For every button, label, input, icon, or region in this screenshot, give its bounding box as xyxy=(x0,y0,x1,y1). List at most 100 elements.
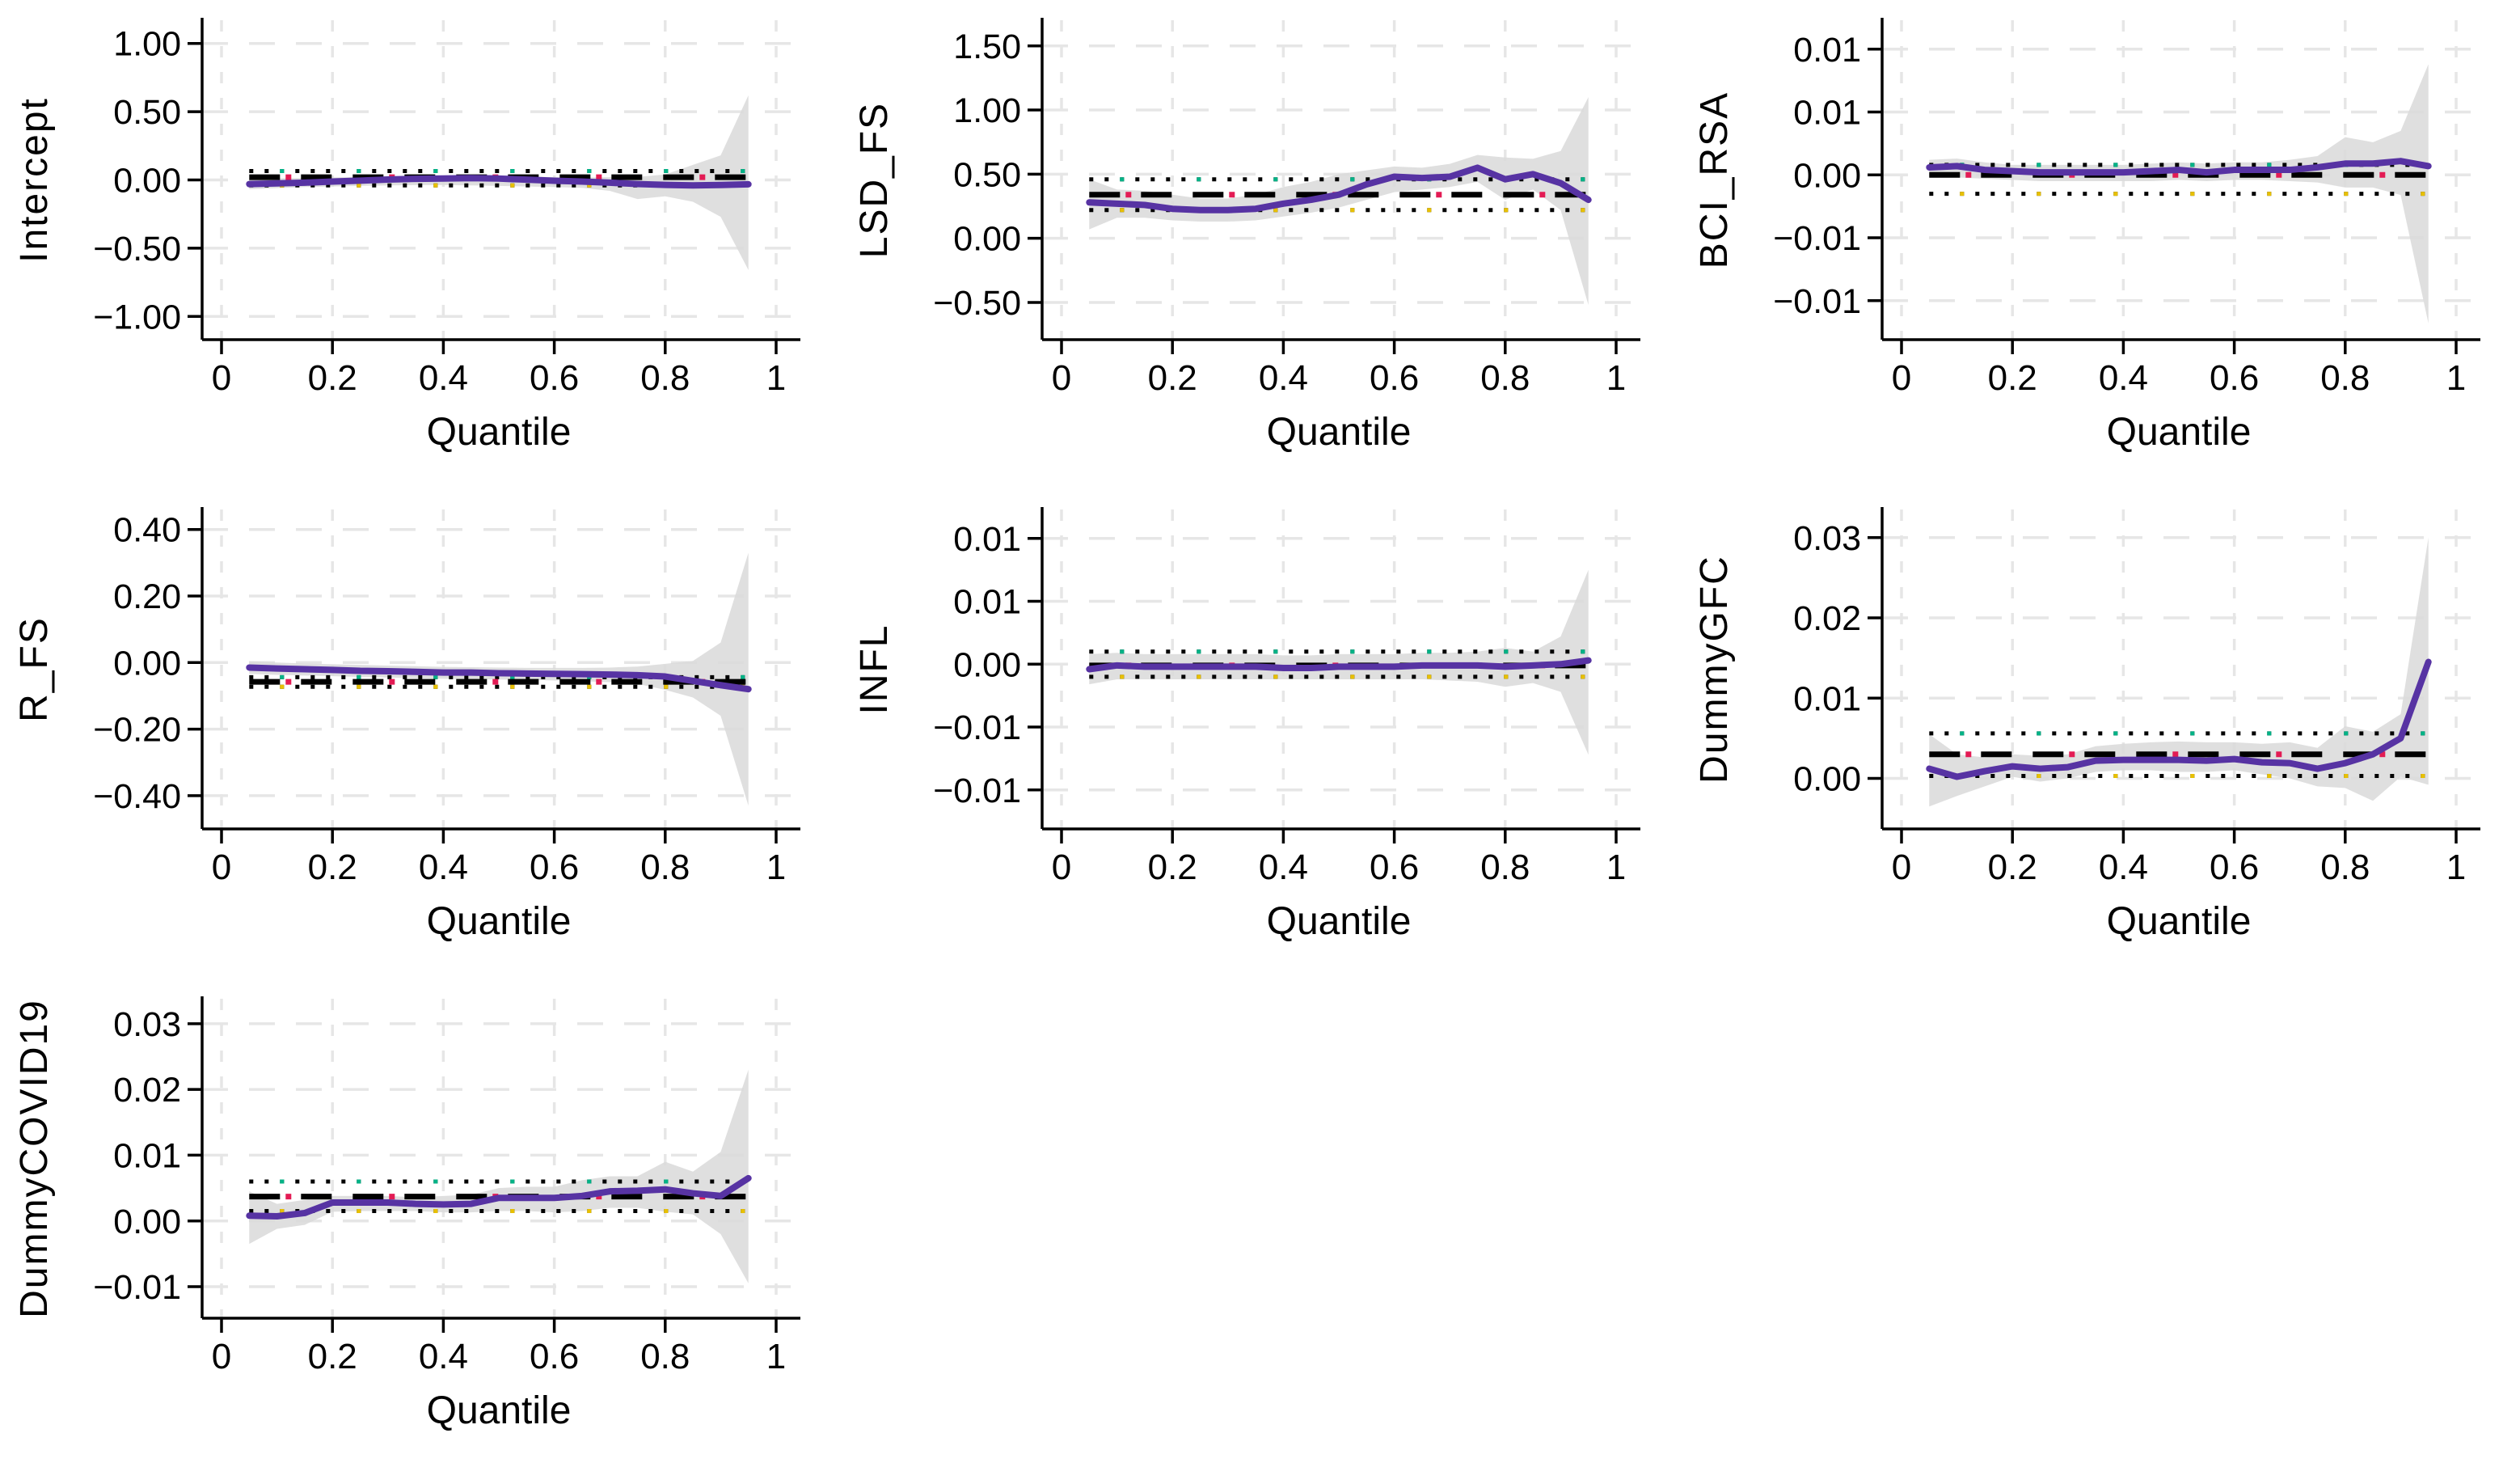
x-tick-label: 0 xyxy=(1892,358,1911,398)
y-tick-label: 0.01 xyxy=(953,583,1021,622)
x-tick-label: 0.2 xyxy=(1148,358,1197,398)
x-tick-label: 0 xyxy=(1892,848,1911,887)
x-tick-label: 1 xyxy=(766,358,786,398)
x-axis-label: Quantile xyxy=(2107,411,2252,454)
y-tick-label: −0.01 xyxy=(933,708,1021,747)
x-tick-label: 0.6 xyxy=(1370,848,1419,887)
y-tick-label: −0.20 xyxy=(93,711,181,750)
x-tick-label: 0.6 xyxy=(2210,358,2259,398)
coefficient-plot: 0.03 0.02 0.01 0.00 −0.01 0 0.2 0.4 0.6 0.8 1 Quant… xyxy=(13,996,800,1432)
x-tick-label: 0 xyxy=(1052,358,1071,398)
x-tick-label: 0.4 xyxy=(419,1337,468,1376)
y-tick-label: −0.40 xyxy=(93,777,181,816)
panel-infl: 0.01 0.01 0.00 −0.01 −0.01 0 0.2 0.4 0.6 0.8 1 Quan… xyxy=(840,489,1680,979)
x-tick-label: 0.2 xyxy=(308,848,357,887)
coefficient-plot: 1.00 0.50 0.00 −0.50 −1.00 0 0.2 0.4 0.6 0.8 1 Quan… xyxy=(13,18,800,454)
x-tick-label: 1 xyxy=(766,848,786,887)
x-tick-label: 1 xyxy=(1606,358,1626,398)
confidence-band xyxy=(1089,97,1589,306)
y-tick-label: 0.00 xyxy=(113,1203,181,1241)
x-tick-label: 0.8 xyxy=(1480,358,1530,398)
y-tick-label: 0.00 xyxy=(953,220,1021,259)
empty-cell xyxy=(840,979,1680,1467)
panel-dummycovid19: 0.03 0.02 0.01 0.00 −0.01 0 0.2 0.4 0.6 0.8 1 Quant… xyxy=(0,979,840,1467)
x-tick-label: 0.6 xyxy=(2210,848,2259,887)
y-tick-label: −1.00 xyxy=(93,298,181,336)
x-tick-label: 0.2 xyxy=(1988,358,2037,398)
x-tick-label: 0.8 xyxy=(2320,848,2370,887)
x-axis-label: Quantile xyxy=(1267,411,1412,454)
y-tick-label: −0.01 xyxy=(1773,219,1861,258)
y-tick-label: 0.00 xyxy=(113,644,181,683)
confidence-band xyxy=(1089,569,1589,755)
y-tick-label: 0.00 xyxy=(1793,760,1861,799)
x-tick-label: 0.4 xyxy=(1259,358,1308,398)
coefficient-plot: 1.50 1.00 0.50 0.00 −0.50 0 0.2 0.4 0.6 0.8 1 Quant… xyxy=(853,18,1640,454)
x-axis-label: Quantile xyxy=(2107,900,2252,943)
coefficient-line xyxy=(246,1174,752,1220)
x-tick-label: 0.2 xyxy=(308,1337,357,1376)
y-tick-label: 0.02 xyxy=(1793,599,1861,638)
y-tick-label: 0.40 xyxy=(113,511,181,550)
y-axis-label: DummyCOVID19 xyxy=(13,999,56,1318)
y-axis-label: R_FS xyxy=(13,616,56,722)
y-axis-label: Intercept xyxy=(13,97,56,263)
x-axis-label: Quantile xyxy=(1267,900,1412,943)
coefficient-line xyxy=(1926,658,2432,780)
x-tick-label: 0.4 xyxy=(2099,848,2148,887)
coefficient-plot: 0.03 0.02 0.01 0.00 0 0.2 0.4 0.6 0.8 1 Quantile Du… xyxy=(1693,507,2480,943)
panel-lsd-fs: 1.50 1.00 0.50 0.00 −0.50 0 0.2 0.4 0.6 0.8 1 Quant… xyxy=(840,0,1680,489)
coefficient-line xyxy=(1086,657,1592,673)
x-tick-label: 0.8 xyxy=(640,848,690,887)
x-tick-label: 0.4 xyxy=(419,848,468,887)
coefficient-line xyxy=(1926,158,2432,176)
x-tick-label: 0.2 xyxy=(1148,848,1197,887)
y-tick-label: 1.50 xyxy=(953,27,1021,66)
coefficient-plot: 0.01 0.01 0.00 −0.01 −0.01 0 0.2 0.4 0.6 0.8 1 Quan… xyxy=(853,507,1640,943)
coefficient-plot: 0.40 0.20 0.00 −0.20 −0.40 0 0.2 0.4 0.6 0.8 1 Quan… xyxy=(13,507,800,943)
y-tick-label: 0.01 xyxy=(1793,31,1861,70)
x-tick-label: 0.6 xyxy=(530,848,579,887)
x-tick-label: 0 xyxy=(212,358,231,398)
x-tick-label: 0.4 xyxy=(1259,848,1308,887)
y-tick-label: 1.00 xyxy=(953,91,1021,130)
y-tick-label: 0.20 xyxy=(113,577,181,616)
y-tick-label: −0.50 xyxy=(93,230,181,268)
x-tick-label: 0.6 xyxy=(530,358,579,398)
y-tick-label: 0.03 xyxy=(113,1005,181,1044)
x-tick-label: 0 xyxy=(212,848,231,887)
y-tick-label: 0.00 xyxy=(953,645,1021,684)
y-tick-label: 0.00 xyxy=(1793,156,1861,195)
x-tick-label: 0.2 xyxy=(1988,848,2037,887)
x-tick-label: 1 xyxy=(2446,848,2466,887)
y-axis-label: DummyGFC xyxy=(1693,555,1736,784)
y-tick-label: 0.00 xyxy=(113,162,181,201)
x-tick-label: 0.8 xyxy=(640,358,690,398)
confidence-band xyxy=(1929,537,2429,807)
x-tick-label: 0.8 xyxy=(2320,358,2370,398)
y-tick-label: −0.50 xyxy=(933,284,1021,323)
x-tick-label: 0 xyxy=(212,1337,231,1376)
y-tick-label: 0.01 xyxy=(113,1136,181,1175)
panel-bci-rsa: 0.01 0.01 0.00 −0.01 −0.01 0 0.2 0.4 0.6 0.8 1 Quan… xyxy=(1680,0,2520,489)
y-tick-label: 0.01 xyxy=(1793,94,1861,133)
x-tick-label: 0.4 xyxy=(419,358,468,398)
x-tick-label: 1 xyxy=(2446,358,2466,398)
empty-cell xyxy=(1680,979,2520,1467)
y-tick-label: −0.01 xyxy=(93,1268,181,1307)
panel-intercept: 1.00 0.50 0.00 −0.50 −1.00 0 0.2 0.4 0.6 0.8 1 Quan… xyxy=(0,0,840,489)
coefficient-line xyxy=(1086,164,1592,213)
x-tick-label: 0.6 xyxy=(1370,358,1419,398)
y-tick-label: 0.03 xyxy=(1793,519,1861,558)
x-tick-label: 0.8 xyxy=(640,1337,690,1376)
x-tick-label: 1 xyxy=(1606,848,1626,887)
confidence-band xyxy=(249,1069,749,1283)
x-tick-label: 0.4 xyxy=(2099,358,2148,398)
coefficient-plot: 0.01 0.01 0.00 −0.01 −0.01 0 0.2 0.4 0.6 0.8 1 Quan… xyxy=(1693,18,2480,454)
y-tick-label: 1.00 xyxy=(113,25,181,64)
x-axis-label: Quantile xyxy=(427,1389,572,1432)
confidence-band xyxy=(249,95,749,270)
y-tick-label: −0.01 xyxy=(1773,282,1861,321)
x-tick-label: 0.2 xyxy=(308,358,357,398)
